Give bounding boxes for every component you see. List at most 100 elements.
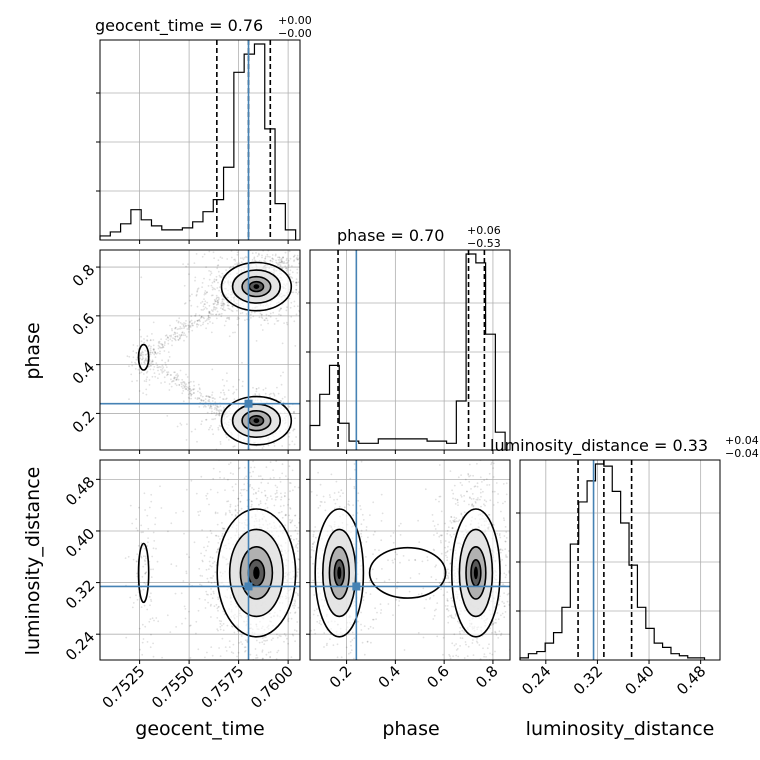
sample-point [145, 353, 148, 356]
sample-point [205, 590, 208, 593]
sample-point [335, 480, 338, 483]
sample-point [319, 504, 322, 507]
sample-point [239, 662, 241, 664]
sample-point [187, 389, 189, 392]
sample-point [221, 533, 224, 535]
sample-point [180, 383, 183, 386]
sample-point [375, 664, 377, 666]
sample-point [319, 500, 322, 503]
sample-point [141, 350, 144, 353]
sample-point [504, 540, 507, 543]
sample-point [454, 503, 457, 505]
sample-point [260, 454, 262, 456]
sample-point [303, 586, 305, 588]
sample-point [215, 296, 218, 299]
sample-point [250, 466, 253, 469]
sample-point [196, 440, 198, 443]
sample-point [188, 610, 190, 613]
sample-point [287, 478, 289, 480]
sample-point [297, 540, 300, 542]
sample-point [261, 254, 263, 257]
sample-point [430, 576, 433, 578]
sample-point [193, 322, 196, 324]
sample-point [276, 320, 279, 322]
title-luminosity-distance-name: luminosity_distance [490, 436, 649, 456]
sample-point [212, 404, 215, 406]
sample-point [330, 713, 332, 715]
sample-point [467, 474, 470, 476]
sample-point [135, 527, 138, 530]
sample-point [181, 381, 184, 384]
density-peak [337, 566, 342, 580]
sample-point [193, 541, 196, 544]
title-luminosity-distance: luminosity_distance = 0.33 [490, 436, 708, 456]
sample-point [326, 284, 328, 286]
sample-point [143, 361, 146, 364]
sample-point [178, 384, 181, 386]
sample-point [312, 662, 314, 664]
sample-point [236, 511, 239, 514]
sample-point [241, 448, 243, 450]
sample-point [280, 498, 282, 501]
sample-point [311, 560, 313, 562]
sample-point [297, 457, 299, 459]
sample-point [210, 425, 212, 427]
sample-point [275, 658, 278, 660]
sample-point [494, 618, 497, 621]
sample-point [447, 716, 449, 718]
sample-point [350, 649, 353, 651]
sample-point [219, 626, 222, 628]
sample-point [304, 570, 306, 572]
sample-point [501, 612, 504, 615]
sample-point [145, 371, 148, 374]
sample-point [253, 466, 256, 469]
sample-point [284, 265, 287, 268]
sample-point [429, 596, 432, 599]
sample-point [289, 508, 292, 510]
sample-point [283, 495, 286, 498]
sample-point [210, 588, 213, 590]
sample-point [226, 304, 229, 307]
sample-point [225, 650, 228, 652]
sample-point [287, 620, 290, 623]
sample-point [192, 392, 195, 395]
sample-point [216, 300, 219, 302]
sample-point [447, 600, 449, 602]
sample-point [200, 552, 203, 555]
sample-point [234, 515, 237, 517]
sample-point [170, 385, 173, 388]
sample-point [433, 609, 436, 612]
sample-point [141, 358, 143, 361]
sample-point [244, 649, 247, 652]
sample-point [445, 608, 448, 611]
sample-point [211, 418, 214, 421]
sample-point [278, 263, 280, 266]
sample-point [217, 406, 220, 408]
sample-point [211, 286, 214, 289]
sample-point [203, 292, 206, 294]
sample-point [475, 640, 478, 643]
sample-point [214, 417, 217, 420]
sample-point [374, 607, 376, 610]
sample-point [149, 353, 152, 356]
sample-point [222, 406, 225, 409]
sample-point [183, 327, 185, 329]
sample-point [438, 464, 441, 466]
sample-point [290, 617, 293, 620]
sample-point [306, 423, 308, 425]
sample-point [209, 405, 212, 407]
sample-point [151, 351, 154, 354]
sample-point [212, 313, 214, 316]
sample-point [136, 560, 138, 563]
panel-frame [519, 459, 721, 661]
sample-point [360, 623, 362, 626]
sample-point [222, 308, 224, 310]
sample-point [343, 506, 346, 509]
sample-point [137, 544, 140, 547]
sample-point [237, 497, 240, 500]
sample-point [143, 559, 146, 561]
density-peak [253, 284, 260, 289]
sample-point [498, 533, 501, 535]
sample-point [489, 499, 492, 502]
sample-point [312, 579, 315, 582]
